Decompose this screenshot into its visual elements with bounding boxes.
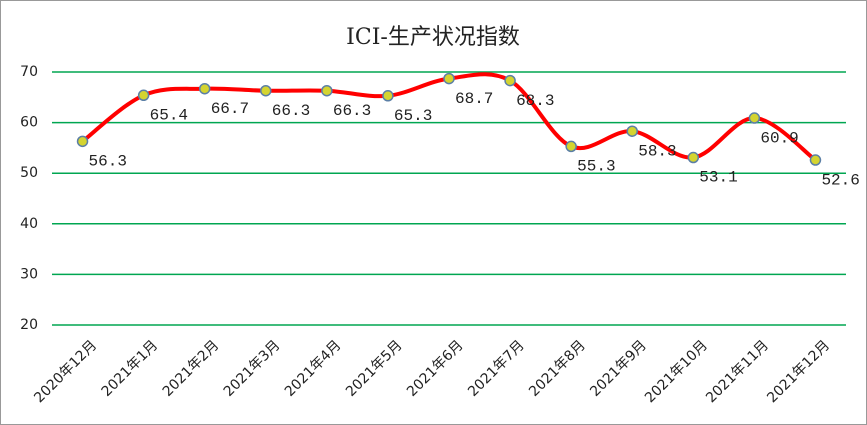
data-point <box>565 140 577 153</box>
data-point <box>687 151 700 164</box>
y-tick-label: 30 <box>20 266 38 282</box>
data-label: 52.6 <box>821 171 859 189</box>
data-point <box>137 89 150 102</box>
data-label: 65.4 <box>150 106 188 124</box>
data-label: 68.7 <box>455 90 493 108</box>
data-label: 56.3 <box>89 153 127 171</box>
y-tick-label: 40 <box>20 216 38 232</box>
data-label: 58.3 <box>638 142 676 160</box>
data-label: 66.3 <box>272 102 310 120</box>
data-point <box>382 90 394 102</box>
data-point <box>626 125 638 137</box>
data-label: 68.3 <box>516 92 554 110</box>
chart-title: ICI-生产状况指数 <box>346 25 520 50</box>
data-point <box>260 84 272 97</box>
data-point <box>76 135 89 148</box>
y-tick-label: 60 <box>20 115 38 131</box>
data-label: 66.3 <box>333 102 371 120</box>
data-point <box>504 74 516 87</box>
data-point <box>443 72 455 85</box>
data-label: 65.3 <box>394 107 432 125</box>
data-label: 53.1 <box>699 169 737 187</box>
y-tick-label: 20 <box>20 317 38 333</box>
data-point <box>321 84 333 97</box>
data-label: 55.3 <box>577 158 615 176</box>
data-point <box>198 82 211 95</box>
data-label: 66.7 <box>211 100 249 118</box>
y-tick-label: 70 <box>20 64 38 80</box>
y-tick-label: 50 <box>20 165 38 181</box>
data-point <box>748 112 761 124</box>
data-label: 60.9 <box>760 129 798 147</box>
data-point <box>809 154 822 166</box>
